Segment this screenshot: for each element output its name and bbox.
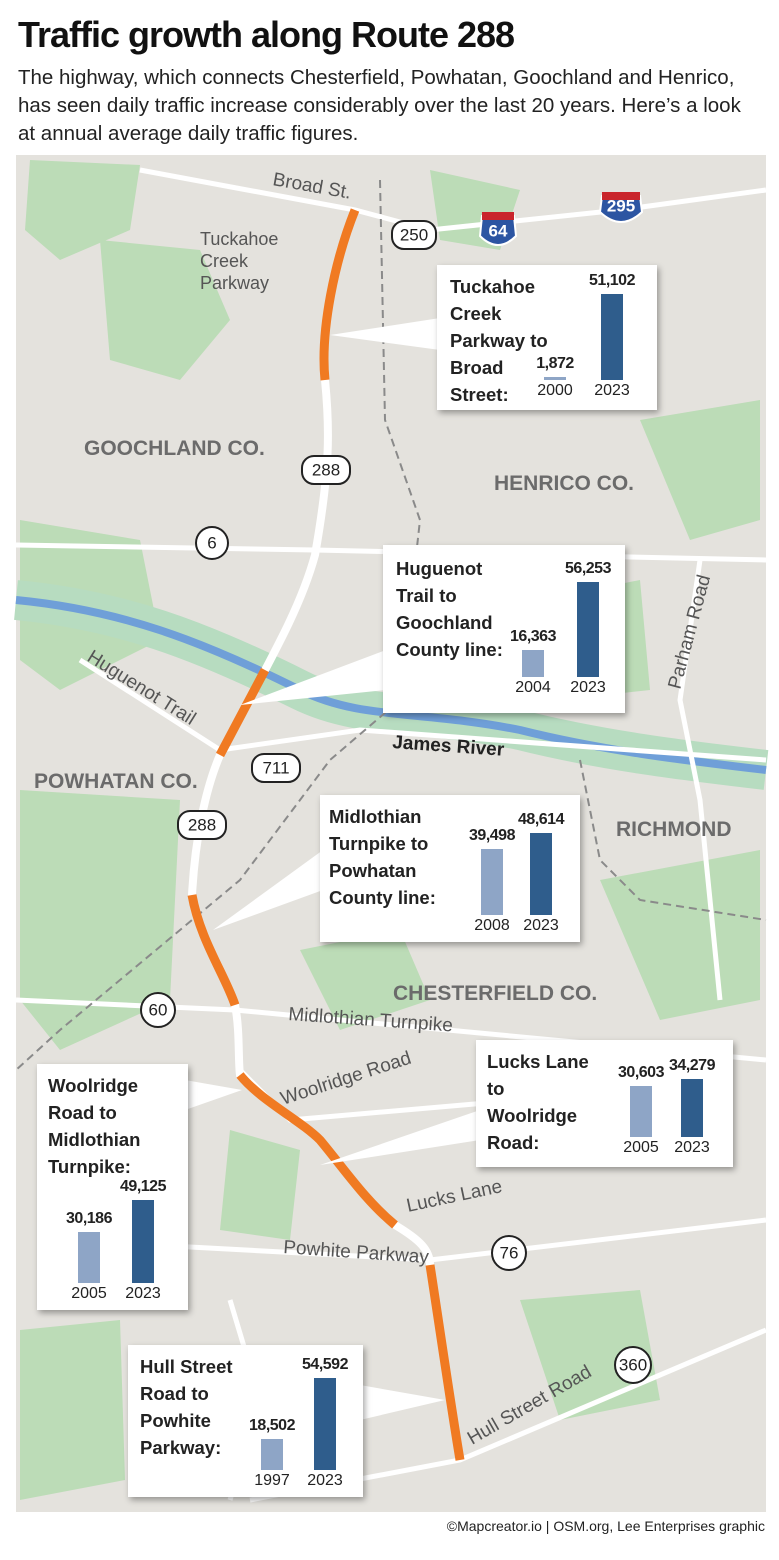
year-label: 2023: [594, 382, 630, 399]
subtitle: The highway, which connects Chesterfield…: [18, 66, 741, 145]
value-label: 49,125: [120, 1178, 166, 1196]
shield-label: 64: [489, 221, 508, 240]
callout-label: Hull Street Road to Powhite Parkway:: [140, 1356, 233, 1458]
bar: [681, 1079, 703, 1137]
value-label: 34,279: [669, 1057, 715, 1075]
callout: Hull Street Road to Powhite Parkway: 18,5…: [128, 1345, 363, 1497]
james-river: [15, 596, 767, 774]
value-label: 54,592: [302, 1356, 348, 1374]
bar: [630, 1085, 652, 1137]
shield-label: 250: [400, 225, 428, 244]
year-label: 2023: [125, 1285, 161, 1302]
year-label: 2023: [570, 679, 606, 696]
value-label: 30,186: [66, 1210, 112, 1228]
value-label: 18,502: [249, 1416, 295, 1434]
county-label: HENRICO CO.: [494, 472, 634, 495]
year-label: 2023: [523, 917, 559, 934]
value-label: 56,253: [565, 560, 611, 578]
callout: Woolridge Road to Midlothian Turnpike: 30…: [37, 1064, 188, 1310]
bar: [314, 1378, 336, 1470]
bar: [261, 1438, 283, 1470]
year-label: 2005: [623, 1139, 659, 1156]
year-label: 2005: [71, 1285, 107, 1302]
county-label: POWHATAN CO.: [34, 770, 198, 793]
label-wrap: Tuckahoe Creek Parkway: [200, 229, 279, 293]
value-label: 48,614: [518, 811, 564, 829]
year-label: 1997: [254, 1472, 290, 1489]
shield-label: 360: [619, 1355, 647, 1374]
shield-label: 60: [149, 1000, 168, 1019]
county-lines: [15, 179, 767, 1071]
bar: [481, 848, 503, 915]
map-label: Tuckahoe Creek Parkway: [200, 229, 279, 293]
bar: [522, 649, 544, 677]
shield-label: 6: [207, 533, 216, 552]
county-label: GOOCHLAND CO.: [84, 437, 265, 460]
year-label: 2004: [515, 679, 551, 696]
value-label: 39,498: [469, 826, 515, 844]
bar: [601, 294, 623, 380]
county-label: CHESTERFIELD CO.: [393, 982, 597, 1005]
shield-label: 288: [312, 460, 340, 479]
callout: Huguenot Trail to Goochland County line:…: [383, 545, 625, 713]
title: Traffic growth along Route 288: [18, 14, 515, 55]
shields: 250 64 295 288 6 711 288 60 76 360: [140, 192, 652, 1384]
callout: Midlothian Turnpike to Powhatan County l…: [320, 795, 580, 942]
value-label: 16,363: [510, 627, 556, 645]
year-label: 2000: [537, 382, 573, 399]
value-label: 30,603: [618, 1063, 664, 1081]
callout-pointers: [185, 318, 480, 1420]
year-label: 2008: [474, 917, 510, 934]
bar: [530, 833, 552, 915]
value-label: 51,102: [589, 272, 635, 290]
bar: [544, 376, 566, 380]
callout-label: Midlothian Turnpike to Powhatan County l…: [329, 806, 436, 908]
credit: ©Mapcreator.io | OSM.org, Lee Enterprise…: [446, 1518, 765, 1534]
callout: Lucks Lane to Woolridge Road: 30,603 2005 3…: [476, 1040, 733, 1167]
shield-label: 76: [500, 1243, 519, 1262]
callout-label: Huguenot Trail to Goochland County line:: [396, 558, 503, 660]
value-label: 1,872: [536, 354, 574, 372]
callout-label: Woolridge Road to Midlothian Turnpike:: [48, 1075, 141, 1177]
highlighted-segments: [187, 208, 465, 1461]
year-label: 2023: [674, 1139, 710, 1156]
bar: [78, 1232, 100, 1283]
year-label: 2023: [307, 1472, 343, 1489]
shield-label: 295: [607, 196, 635, 215]
callout-label: Lucks Lane to Woolridge Road:: [487, 1051, 589, 1153]
callout: Tuckahoe Creek Parkway to Broad Street: 1…: [437, 265, 657, 410]
bar: [577, 582, 599, 677]
shield-label: 288: [188, 815, 216, 834]
county-label: RICHMOND: [616, 818, 732, 841]
bar: [132, 1200, 154, 1283]
callout-label: Tuckahoe Creek Parkway to Broad Street:: [450, 276, 548, 405]
shield-label: 711: [262, 758, 289, 777]
